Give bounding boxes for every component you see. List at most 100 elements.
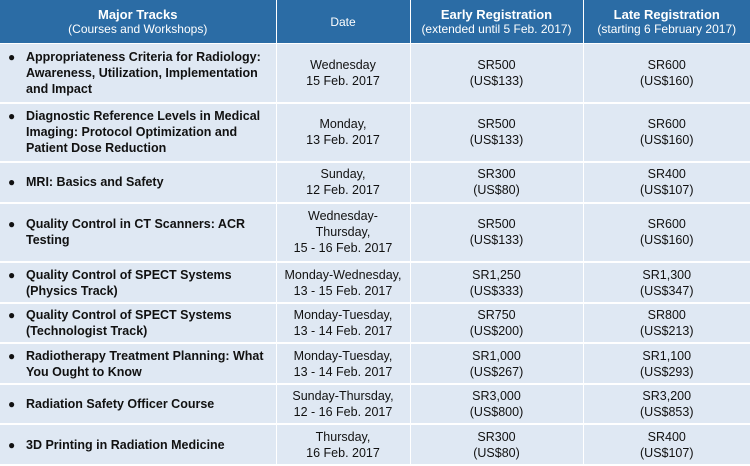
date-line: 13 - 14 Feb. 2017 — [293, 324, 393, 339]
early-fee-cell: SR3,000 (US$800) — [410, 383, 584, 426]
header-early-registration-subtitle: (extended until 5 Feb. 2017) — [421, 21, 572, 36]
table-row: ● Radiation Safety Officer Course Sunday-… — [0, 383, 750, 426]
date-line: Monday-Tuesday, — [293, 308, 393, 323]
early-fee-usd: (US$133) — [469, 233, 524, 248]
track-name: Quality Control of SPECT Systems (Physic… — [26, 267, 232, 298]
early-fee-cell: SR750 (US$200) — [410, 302, 584, 345]
date-line: Thursday, — [315, 429, 371, 444]
late-fee-usd: (US$107) — [640, 183, 694, 198]
header-late-registration-subtitle: (starting 6 February 2017) — [597, 21, 737, 36]
late-fee-usd: (US$293) — [640, 364, 694, 379]
header-major-tracks-subtitle: (Courses and Workshops) — [68, 21, 208, 36]
early-fee-sr: SR300 — [477, 429, 516, 444]
track-name: Quality Control of SPECT Systems (Techno… — [26, 308, 232, 339]
date-line: Monday-Tuesday, — [293, 348, 393, 363]
early-fee-cell: SR1,250 (US$333) — [410, 262, 584, 304]
date-line: 13 Feb. 2017 — [306, 133, 380, 148]
late-fee-usd: (US$160) — [640, 233, 694, 248]
date-line: 13 - 15 Feb. 2017 — [293, 283, 393, 298]
late-fee-cell: SR1,100 (US$293) — [583, 343, 750, 385]
late-fee-usd: (US$160) — [640, 133, 694, 148]
header-late-registration-title: Late Registration — [613, 6, 720, 22]
header-early-registration: Early Registration (extended until 5 Feb… — [410, 0, 584, 44]
early-fee-usd: (US$80) — [473, 183, 520, 198]
late-fee-usd: (US$347) — [640, 283, 694, 298]
header-row: Major Tracks (Courses and Workshops) Dat… — [0, 0, 750, 44]
header-major-tracks-title: Major Tracks — [98, 6, 178, 22]
early-fee-usd: (US$267) — [469, 364, 524, 379]
early-fee-cell: SR300 (US$80) — [410, 424, 584, 466]
bullet-icon: ● — [8, 217, 16, 232]
bullet-icon: ● — [8, 175, 16, 190]
early-fee-cell: SR300 (US$80) — [410, 162, 584, 204]
date-line: 13 - 14 Feb. 2017 — [293, 364, 393, 379]
late-fee-usd: (US$107) — [640, 445, 694, 460]
late-fee-cell: SR600 (US$160) — [583, 102, 750, 164]
date-cell: Sunday-Thursday, 12 - 16 Feb. 2017 — [276, 383, 411, 426]
late-fee-sr: SR600 — [647, 217, 686, 232]
bullet-icon: ● — [8, 397, 16, 412]
header-date-label: Date — [330, 14, 356, 29]
bullet-icon: ● — [8, 308, 16, 323]
track-name: Quality Control in CT Scanners: ACR Test… — [26, 217, 246, 248]
early-fee-cell: SR500 (US$133) — [410, 102, 584, 164]
date-cell: Wednesday 15 Feb. 2017 — [276, 43, 411, 104]
track-cell: ● 3D Printing in Radiation Medicine — [0, 424, 277, 466]
late-fee-usd: (US$213) — [640, 324, 694, 339]
late-fee-sr: SR800 — [647, 308, 686, 323]
late-fee-sr: SR400 — [647, 429, 686, 444]
track-name: Appropriateness Criteria for Radiology: … — [26, 49, 261, 96]
early-fee-usd: (US$333) — [469, 283, 524, 298]
track-cell: ● Appropriateness Criteria for Radiology:… — [0, 43, 277, 104]
track-cell: ● Radiotherapy Treatment Planning: What Y… — [0, 343, 277, 385]
early-fee-sr: SR1,250 — [472, 267, 521, 282]
early-fee-sr: SR500 — [477, 117, 516, 132]
late-fee-usd: (US$853) — [640, 405, 694, 420]
date-cell: Sunday, 12 Feb. 2017 — [276, 162, 411, 204]
track-cell: ● Quality Control of SPECT Systems (Techn… — [0, 302, 277, 345]
early-fee-usd: (US$200) — [469, 324, 524, 339]
date-line: Monday-Wednesday, — [284, 267, 402, 282]
header-major-tracks: Major Tracks (Courses and Workshops) — [0, 0, 277, 44]
late-fee-cell: SR400 (US$107) — [583, 424, 750, 466]
header-date: Date — [276, 0, 411, 44]
early-fee-sr: SR500 — [477, 217, 516, 232]
late-fee-sr: SR600 — [647, 57, 686, 72]
early-fee-sr: SR3,000 — [472, 389, 521, 404]
table-row: ● Radiotherapy Treatment Planning: What Y… — [0, 343, 750, 385]
late-fee-cell: SR3,200 (US$853) — [583, 383, 750, 426]
late-fee-cell: SR600 (US$160) — [583, 43, 750, 104]
date-cell: Monday-Tuesday, 13 - 14 Feb. 2017 — [276, 343, 411, 385]
date-line: 16 Feb. 2017 — [306, 445, 380, 460]
late-fee-cell: SR1,300 (US$347) — [583, 262, 750, 304]
early-fee-cell: SR500 (US$133) — [410, 43, 584, 104]
date-line: 12 - 16 Feb. 2017 — [293, 405, 393, 420]
early-fee-sr: SR500 — [477, 57, 516, 72]
table-row: ● 3D Printing in Radiation Medicine Thurs… — [0, 424, 750, 466]
track-cell: ● Quality Control in CT Scanners: ACR Tes… — [0, 202, 277, 264]
late-fee-cell: SR600 (US$160) — [583, 202, 750, 264]
date-line: Wednesday — [310, 57, 376, 72]
table-row: ● MRI: Basics and Safety Sunday, 12 Feb. … — [0, 162, 750, 204]
track-name: MRI: Basics and Safety — [26, 175, 164, 190]
late-fee-sr: SR600 — [647, 117, 686, 132]
bullet-icon: ● — [8, 437, 16, 452]
early-fee-sr: SR1,000 — [472, 348, 521, 363]
bullet-icon: ● — [8, 348, 16, 363]
track-cell: ● MRI: Basics and Safety — [0, 162, 277, 204]
late-fee-sr: SR1,100 — [642, 348, 692, 363]
date-line: 15 - 16 Feb. 2017 — [293, 241, 393, 256]
date-line: Wednesday- — [308, 209, 378, 224]
header-early-registration-title: Early Registration — [440, 6, 553, 22]
early-fee-usd: (US$133) — [469, 133, 524, 148]
track-cell: ● Radiation Safety Officer Course — [0, 383, 277, 426]
early-fee-usd: (US$80) — [473, 445, 520, 460]
date-line: Thursday, — [315, 225, 371, 240]
date-cell: Monday, 13 Feb. 2017 — [276, 102, 411, 164]
track-cell: ● Diagnostic Reference Levels in Medical … — [0, 102, 277, 164]
date-cell: Wednesday- Thursday, 15 - 16 Feb. 2017 — [276, 202, 411, 264]
bullet-icon: ● — [8, 109, 16, 124]
bullet-icon: ● — [8, 49, 16, 64]
table-body: ● Appropriateness Criteria for Radiology:… — [0, 43, 750, 466]
